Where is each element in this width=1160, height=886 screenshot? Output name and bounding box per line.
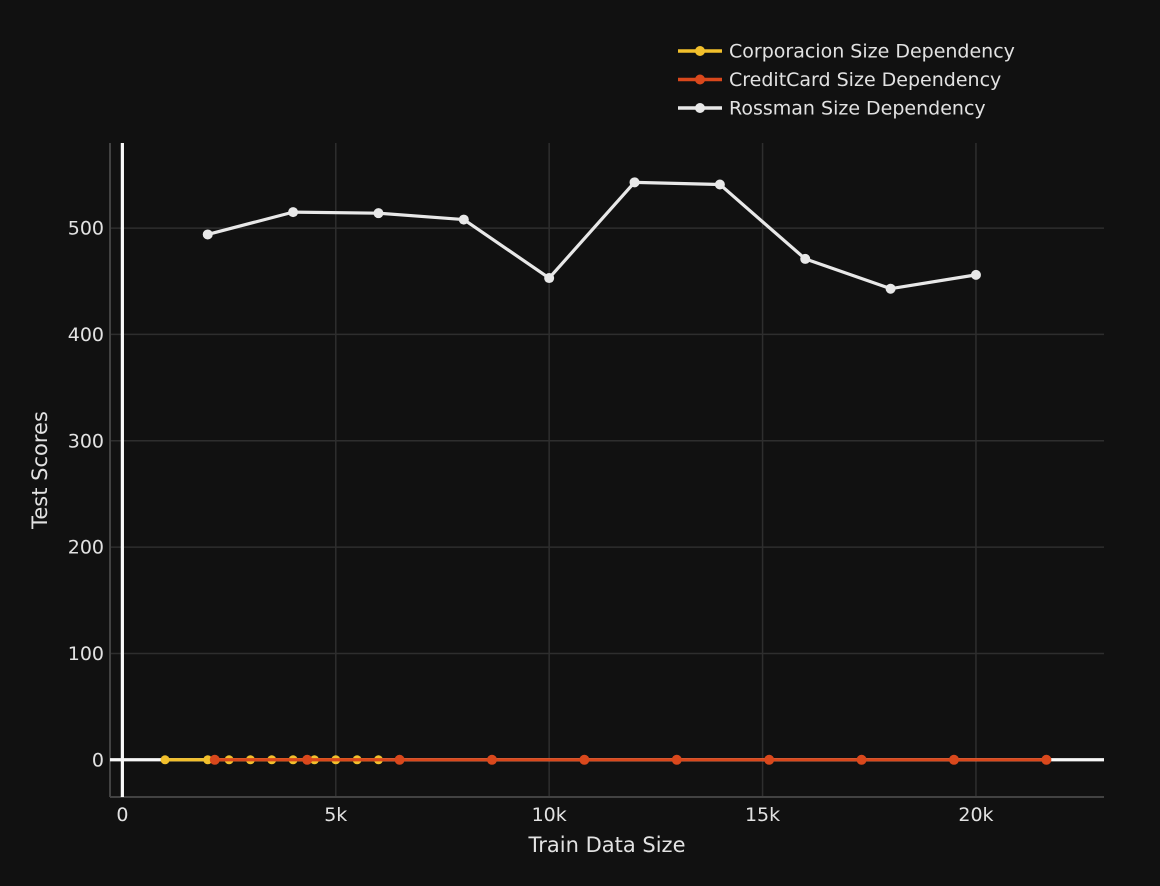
- legend-dot-marker-icon: [695, 103, 705, 113]
- x-tick-label: 10k: [532, 804, 567, 826]
- data-point-marker: [544, 273, 555, 284]
- data-point-marker: [209, 754, 220, 765]
- y-tick-label: 300: [68, 430, 104, 452]
- legend-label[interactable]: Rossman Size Dependency: [729, 98, 986, 120]
- series-1: [209, 754, 1052, 765]
- y-tick-label: 200: [68, 537, 104, 559]
- x-axis-title: Train Data Size: [528, 833, 686, 857]
- legend: Corporacion Size Dependency CreditCard Si…: [678, 41, 1015, 120]
- data-point-marker: [202, 229, 213, 240]
- data-point-marker: [629, 177, 640, 188]
- legend-dot-marker-icon: [695, 74, 705, 85]
- data-point-marker: [948, 754, 959, 765]
- y-tick-label: 500: [68, 218, 104, 240]
- y-tick-label: 0: [92, 749, 104, 771]
- data-point-marker: [486, 754, 497, 765]
- data-point-marker: [302, 754, 313, 765]
- x-tick-label: 5k: [324, 804, 347, 826]
- data-point-marker: [1041, 754, 1052, 765]
- data-point-marker: [203, 755, 213, 765]
- legend-item-2[interactable]: Rossman Size Dependency: [678, 98, 986, 120]
- x-tick-label: 0: [116, 804, 128, 826]
- data-point-marker: [800, 253, 811, 264]
- legend-label[interactable]: Corporacion Size Dependency: [729, 41, 1015, 63]
- data-point-marker: [970, 269, 981, 280]
- legend-item-1[interactable]: CreditCard Size Dependency: [678, 69, 1001, 91]
- data-point-marker: [373, 208, 384, 219]
- legend-item-0[interactable]: Corporacion Size Dependency: [678, 41, 1015, 63]
- data-point-marker: [288, 207, 299, 218]
- legend-dot-marker-icon: [695, 46, 705, 56]
- series-2: [202, 177, 981, 294]
- data-point-marker: [856, 754, 867, 765]
- data-point-marker: [458, 214, 469, 225]
- y-axis-title: Test Scores: [28, 411, 52, 530]
- series-line: [206, 180, 978, 291]
- data-point-marker: [885, 283, 896, 294]
- data-point-marker: [671, 754, 682, 765]
- data-point-marker: [714, 179, 725, 190]
- y-tick-label: 400: [68, 324, 104, 346]
- data-point-marker: [579, 754, 590, 765]
- data-point-marker: [764, 754, 775, 765]
- data-point-marker: [394, 754, 405, 765]
- x-tick-label: 20k: [958, 804, 993, 826]
- y-tick-label: 100: [68, 643, 104, 665]
- x-tick-label: 15k: [745, 804, 780, 826]
- data-point-marker: [160, 755, 170, 765]
- legend-label[interactable]: CreditCard Size Dependency: [729, 69, 1001, 91]
